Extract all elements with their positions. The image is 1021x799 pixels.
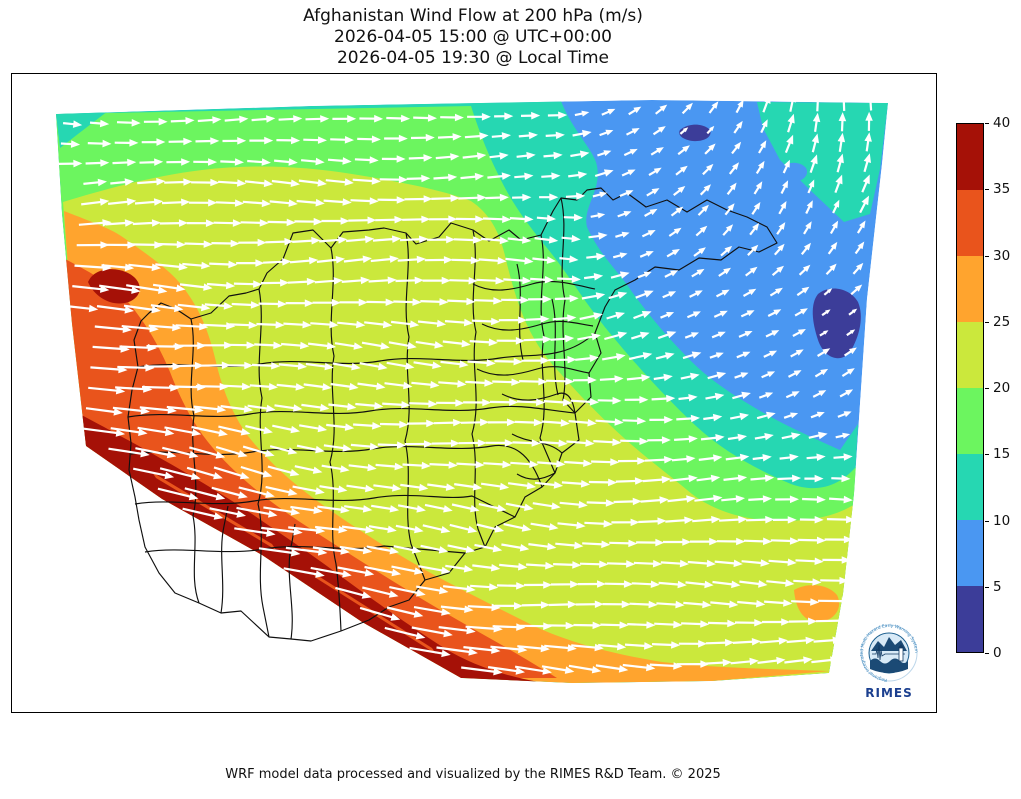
logo-seismogram: [872, 644, 905, 661]
wind-arrows: [58, 91, 875, 676]
colorbar-tick-label: 10: [993, 512, 1011, 529]
colorbar-band: [957, 520, 983, 586]
colorbar: [956, 123, 984, 653]
logo-lighthouse: [898, 647, 904, 662]
colorbar-tick-label: 0: [993, 645, 1002, 661]
colorbar-tick-label: 25: [993, 313, 1011, 330]
wind-speed-field: [56, 100, 888, 683]
footer-credit: WRF model data processed and visualized …: [225, 767, 721, 782]
colorbar-band: [957, 190, 983, 256]
colorbar-band: [957, 124, 983, 190]
field-darkred-band: [76, 412, 561, 683]
colorbar-band: [957, 388, 983, 454]
colorbar-tick-label: 35: [993, 181, 1011, 198]
colorbar-tick-label: 40: [993, 115, 1011, 131]
wind-map: [56, 91, 888, 683]
colorbar-tick-label: 20: [993, 380, 1011, 396]
arrow-shafts: [58, 98, 873, 673]
province-border: [127, 405, 576, 418]
logo-waves: [870, 658, 908, 673]
colorbar-tick-label: 5: [993, 578, 1002, 595]
province-border: [516, 472, 556, 480]
province-border: [560, 197, 576, 414]
colorbar-band: [957, 322, 983, 388]
title-line-1: Afghanistan Wind Flow at 200 hPa (m/s): [303, 6, 643, 26]
province-border: [516, 263, 524, 361]
field-indigo-patch-large: [812, 288, 861, 359]
colorbar-tick-mark: [985, 454, 989, 456]
colorbar-tick-label: 15: [993, 446, 1011, 463]
colorbar-band: [957, 586, 983, 652]
colorbar-tick-mark: [985, 586, 989, 588]
colorbar-tick-mark: [985, 189, 989, 191]
province-border: [134, 494, 516, 518]
title-line-2: 2026-04-05 15:00 @ UTC+00:00: [334, 27, 612, 47]
field-orange-se-blob: [794, 585, 840, 623]
province-border: [220, 505, 229, 614]
province-border: [551, 298, 559, 396]
country-outline: [127, 187, 778, 642]
colorbar-tick-mark: [985, 520, 989, 522]
field-topright-teal-corner: [757, 102, 888, 222]
province-border: [481, 320, 594, 331]
rimes-logo: Regional Integrated Multi-Hazard Early W…: [859, 623, 918, 683]
logo-mountains: [871, 637, 907, 651]
colorbar-tick-mark: [985, 321, 989, 323]
colorbar-tick-mark: [985, 388, 989, 389]
colorbar-tick-mark: [985, 653, 989, 654]
province-border: [288, 523, 296, 640]
province-border: [472, 280, 596, 291]
field-darkred-left-blob: [88, 269, 140, 304]
rimes-logo-label: RIMES: [865, 686, 913, 700]
map-axes: Regional Integrated Multi-Hazard Early W…: [11, 73, 937, 713]
logo-lighthouse-roof: [898, 644, 904, 648]
field-topleft-teal-sliver: [56, 111, 108, 148]
colorbar-band: [957, 256, 983, 322]
colorbar-tick-mark: [985, 255, 989, 257]
title-line-3: 2026-04-05 19:30 @ Local Time: [336, 48, 610, 68]
colorbar-tick-mark: [985, 123, 989, 124]
figure-title: Afghanistan Wind Flow at 200 hPa (m/s) 2…: [11, 6, 935, 69]
province-border: [539, 234, 556, 474]
province-border: [501, 392, 576, 414]
province-border: [404, 232, 426, 581]
colorbar-tick-label: 30: [993, 247, 1011, 264]
province-border: [476, 366, 590, 376]
colorbar-band: [957, 454, 983, 520]
province-border: [329, 247, 342, 632]
